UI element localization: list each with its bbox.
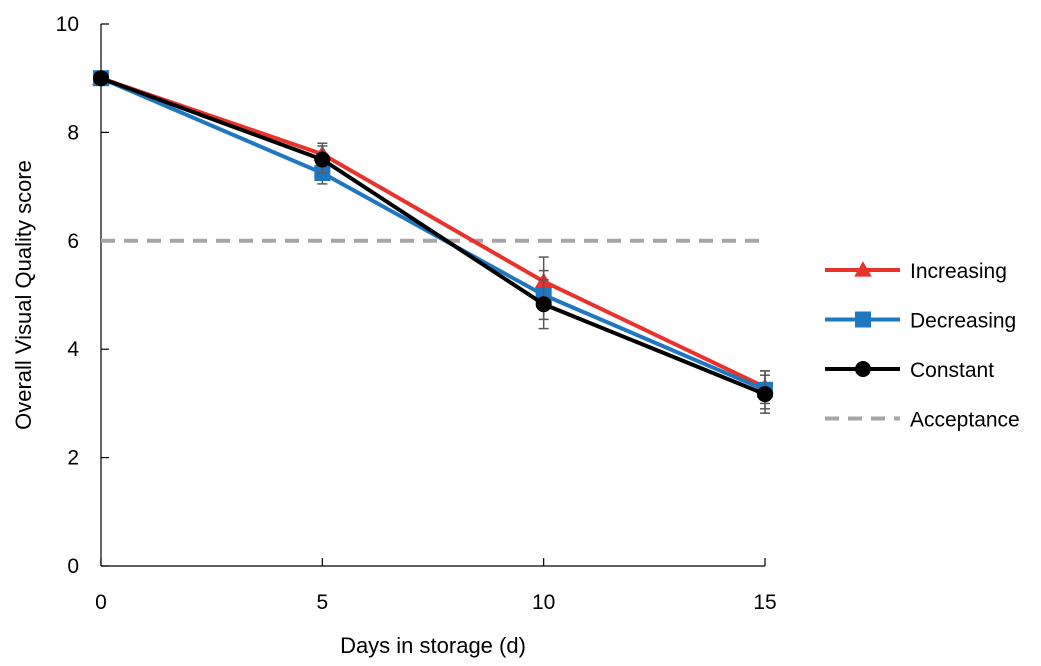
y-tick-label: 10 — [56, 13, 79, 36]
y-tick-label: 0 — [67, 555, 79, 578]
data-point-constant — [93, 70, 109, 87]
x-tick-label: 0 — [95, 591, 107, 614]
series-group — [92, 69, 774, 414]
legend-marker — [854, 261, 872, 277]
data-point-constant — [535, 296, 552, 313]
axes — [100, 24, 765, 567]
series-line-increasing — [100, 76, 766, 389]
series-line-constant — [100, 76, 766, 397]
legend-label: Constant — [910, 359, 994, 382]
legend-label: Decreasing — [910, 310, 1016, 333]
legend-marker — [855, 311, 871, 328]
x-tick-label: 15 — [753, 591, 776, 614]
legend-item-increasing: Increasing — [825, 260, 1007, 283]
legend-label: Acceptance — [910, 409, 1020, 432]
x-axis-title: Days in storage (d) — [340, 633, 526, 658]
data-point-constant — [314, 151, 331, 168]
x-tick-label: 10 — [532, 591, 555, 614]
y-axis-title: Overall Visual Quality score — [11, 160, 36, 430]
data-point-constant — [757, 386, 773, 403]
x-tick-label: 5 — [316, 591, 328, 614]
legend-marker — [855, 361, 871, 377]
legend-item-constant: Constant — [825, 359, 994, 382]
y-tick-label: 4 — [67, 338, 79, 361]
x-ticks: 0 5 10 15 — [95, 558, 777, 614]
legend-item-decreasing: Decreasing — [825, 310, 1016, 333]
y-tick-label: 2 — [67, 447, 79, 470]
series-constant — [93, 70, 773, 414]
y-tick-label: 8 — [67, 121, 79, 144]
legend-item-acceptance: Acceptance — [825, 409, 1020, 432]
y-tick-label: 6 — [67, 230, 79, 253]
legend: Increasing Decreasing Constant Acceptance — [825, 260, 1020, 432]
legend-label: Increasing — [910, 260, 1007, 283]
y-ticks: 0 2 4 6 8 10 — [56, 13, 109, 578]
